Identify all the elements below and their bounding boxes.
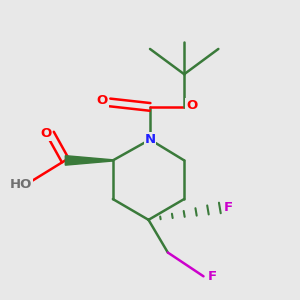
Text: N: N <box>144 133 156 146</box>
Text: O: O <box>186 99 197 112</box>
Text: O: O <box>40 127 52 140</box>
Polygon shape <box>65 156 113 165</box>
Text: HO: HO <box>10 178 32 191</box>
Text: O: O <box>97 94 108 107</box>
Text: F: F <box>224 202 233 214</box>
Text: F: F <box>208 270 217 283</box>
